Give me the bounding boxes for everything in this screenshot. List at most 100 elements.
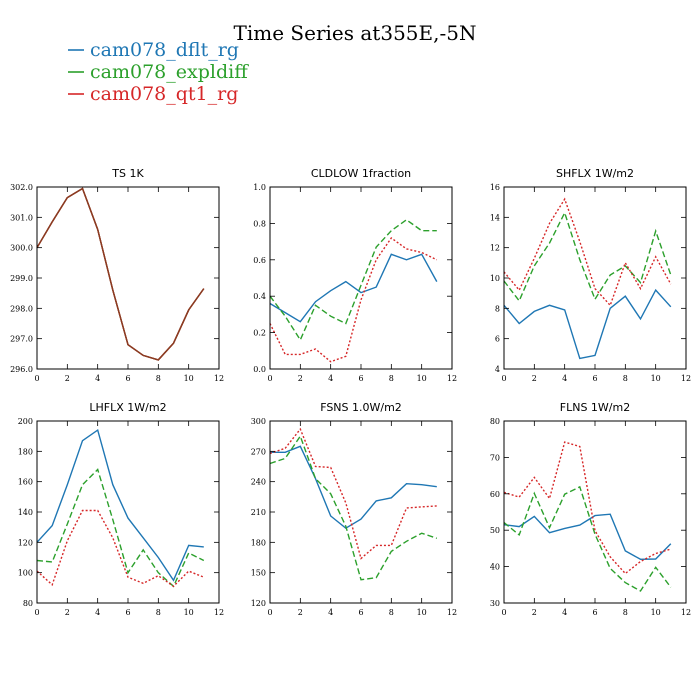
x-tick-label: 10: [651, 608, 661, 617]
series-line-cam078-expldiff: [269, 218, 437, 342]
figure-title: Time Series at355E,-5N: [234, 21, 477, 45]
y-tick-label: 160: [18, 478, 33, 487]
y-tick-label: 40: [490, 563, 500, 572]
x-tick-label: 4: [328, 608, 333, 617]
y-tick-label: 301.0: [10, 213, 33, 222]
panel-title: FSNS 1.0W/m2: [320, 401, 402, 414]
x-tick-label: 2: [532, 608, 537, 617]
legend-label: cam078_qt1_rg: [90, 83, 238, 105]
series-line-cam078-qt1-rg: [269, 237, 438, 363]
panel-title: SHFLX 1W/m2: [556, 167, 634, 180]
x-tick-label: 2: [532, 374, 537, 383]
x-tick-label: 8: [156, 608, 161, 617]
y-tick-label: 6: [495, 335, 500, 344]
y-tick-label: 50: [490, 526, 500, 535]
x-tick-label: 12: [681, 608, 691, 617]
y-tick-label: 180: [251, 538, 266, 547]
chart-panel: FLNS 1W/m2 0 2 4 6 8 10 12 30 40 50 60 70 80: [490, 401, 691, 617]
y-tick-label: 180: [18, 447, 33, 456]
series-line-cam078-expldiff: [269, 434, 438, 581]
plot-frame: [269, 186, 453, 370]
y-tick-label: 120: [251, 599, 266, 608]
y-tick-label: 8: [495, 304, 500, 313]
series-line-cam078-qt1-rg: [36, 509, 205, 588]
x-tick-label: 4: [95, 608, 100, 617]
x-tick-label: 12: [214, 374, 224, 383]
y-tick-label: 80: [490, 417, 500, 426]
series-line-cam078-qt1-rg: [503, 441, 671, 575]
x-tick-label: 2: [65, 374, 70, 383]
y-tick-label: 240: [251, 478, 266, 487]
y-tick-label: 120: [18, 538, 33, 547]
x-tick-label: 2: [65, 608, 70, 617]
y-tick-label: 0.8: [253, 219, 266, 228]
y-tick-label: 300.0: [10, 244, 33, 253]
y-tick-label: 10: [490, 274, 500, 283]
y-tick-label: 296.0: [10, 365, 33, 374]
panel-title: LHFLX 1W/m2: [89, 401, 166, 414]
x-tick-label: 8: [389, 374, 394, 383]
y-tick-label: 302.0: [10, 183, 33, 192]
series-line-cam078-qt1-rg: [269, 427, 437, 560]
panel-title: CLDLOW 1fraction: [311, 167, 411, 180]
legend-label: cam078_expldiff: [90, 61, 249, 83]
x-tick-label: 0: [501, 374, 506, 383]
series-line-cam078-dflt-rg: [36, 187, 205, 361]
series-line-cam078-dflt-rg: [269, 253, 438, 323]
x-tick-label: 0: [34, 374, 39, 383]
x-tick-label: 10: [184, 608, 194, 617]
x-tick-label: 6: [125, 374, 130, 383]
x-tick-label: 2: [298, 374, 303, 383]
series-line-cam078-dflt-rg: [270, 445, 437, 530]
x-tick-label: 10: [651, 374, 661, 383]
chart-panel: TS 1K 0 2 4 6 8 10 12 296.0 297.0 298.0 299.0 300.0 3…: [10, 167, 224, 383]
y-tick-label: 140: [18, 508, 33, 517]
y-tick-label: 150: [251, 569, 266, 578]
x-tick-label: 10: [417, 608, 427, 617]
y-tick-label: 30: [490, 599, 500, 608]
y-tick-label: 299.0: [10, 274, 33, 283]
y-tick-label: 80: [23, 599, 33, 608]
series-line-cam078-qt1-rg: [503, 197, 672, 307]
x-tick-label: 0: [267, 374, 272, 383]
plot-frame: [503, 186, 687, 370]
x-tick-label: 0: [34, 608, 39, 617]
x-tick-label: 12: [447, 374, 457, 383]
y-tick-label: 298.0: [10, 304, 33, 313]
x-tick-label: 6: [358, 374, 363, 383]
y-tick-label: 100: [18, 569, 33, 578]
y-tick-label: 0.4: [253, 292, 266, 301]
chart-panel: CLDLOW 1fraction 0 2 4 6 8 10 12 0.0 0.2 0.4 0.6 0.8…: [253, 167, 457, 383]
x-tick-label: 0: [267, 608, 272, 617]
x-tick-label: 6: [125, 608, 130, 617]
y-tick-label: 14: [490, 213, 500, 222]
legend-label: cam078_dflt_rg: [90, 39, 239, 61]
y-tick-label: 1.0: [253, 183, 266, 192]
y-tick-label: 297.0: [10, 335, 33, 344]
panel-title: TS 1K: [111, 167, 144, 180]
x-tick-label: 12: [214, 608, 224, 617]
panel-title: FLNS 1W/m2: [560, 401, 630, 414]
chart-panel: LHFLX 1W/m2 0 2 4 6 8 10 12 80 100 120 140 160 180 200: [18, 401, 224, 617]
x-tick-label: 4: [562, 374, 567, 383]
x-tick-label: 6: [592, 608, 597, 617]
x-tick-label: 12: [447, 608, 457, 617]
x-tick-label: 4: [562, 608, 567, 617]
chart-panel: FSNS 1.0W/m2 0 2 4 6 8 10 12 120 150 180 210 240 270 3…: [251, 401, 457, 617]
legend-item: cam078_dflt_rg: [68, 39, 239, 61]
y-tick-label: 0.6: [253, 256, 266, 265]
y-tick-label: 200: [18, 417, 33, 426]
legend: cam078_dflt_rgcam078_expldiffcam078_qt1_…: [68, 39, 249, 105]
series-line-cam078-expldiff: [36, 468, 205, 588]
series-line-cam078-qt1-rg: [36, 187, 205, 361]
chart-panel: SHFLX 1W/m2 0 2 4 6 8 10 12 4 6 8 10 12 14 16: [490, 167, 691, 383]
y-tick-label: 12: [490, 244, 500, 253]
plot-frame: [503, 420, 687, 604]
x-tick-label: 4: [95, 374, 100, 383]
y-tick-label: 4: [495, 365, 500, 374]
plot-frame: [36, 186, 220, 370]
x-tick-label: 4: [328, 374, 333, 383]
series-line-cam078-expldiff: [503, 485, 672, 592]
x-tick-label: 6: [358, 608, 363, 617]
